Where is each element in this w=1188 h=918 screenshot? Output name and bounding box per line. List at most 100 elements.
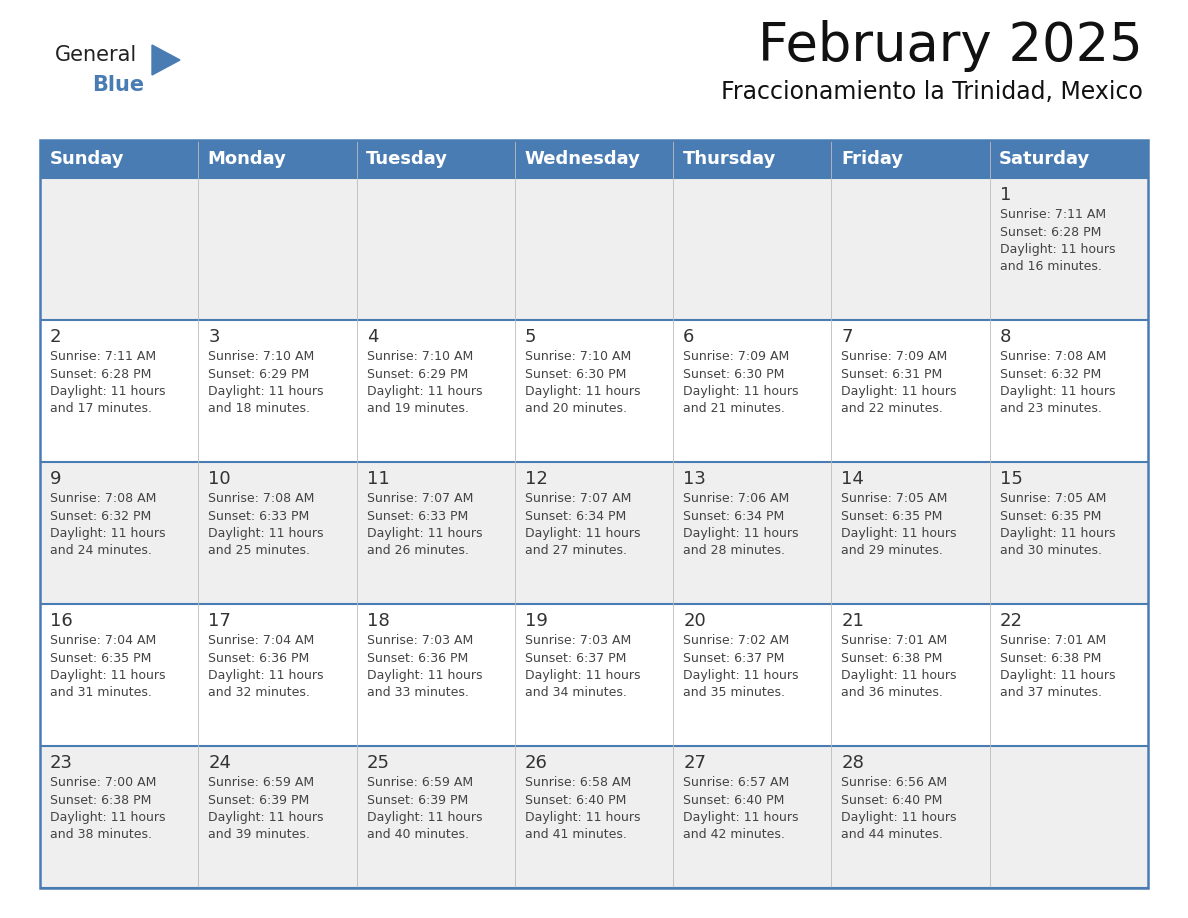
Text: Sunrise: 7:07 AM
Sunset: 6:33 PM
Daylight: 11 hours
and 26 minutes.: Sunrise: 7:07 AM Sunset: 6:33 PM Dayligh… xyxy=(367,492,482,557)
Text: 27: 27 xyxy=(683,754,706,772)
Text: 2: 2 xyxy=(50,328,62,346)
Text: 11: 11 xyxy=(367,470,390,488)
Text: February 2025: February 2025 xyxy=(758,20,1143,72)
Text: 13: 13 xyxy=(683,470,706,488)
Text: 25: 25 xyxy=(367,754,390,772)
Bar xyxy=(198,604,356,746)
Bar xyxy=(990,746,1148,888)
Text: Sunrise: 6:56 AM
Sunset: 6:40 PM
Daylight: 11 hours
and 44 minutes.: Sunrise: 6:56 AM Sunset: 6:40 PM Dayligh… xyxy=(841,776,956,842)
Bar xyxy=(356,178,514,320)
Bar xyxy=(674,746,832,888)
Text: 1: 1 xyxy=(1000,186,1011,204)
Bar xyxy=(198,320,356,462)
Bar xyxy=(674,140,832,178)
Text: 24: 24 xyxy=(208,754,232,772)
Text: Sunrise: 7:03 AM
Sunset: 6:37 PM
Daylight: 11 hours
and 34 minutes.: Sunrise: 7:03 AM Sunset: 6:37 PM Dayligh… xyxy=(525,634,640,700)
Text: 3: 3 xyxy=(208,328,220,346)
Bar xyxy=(990,604,1148,746)
Text: Sunrise: 7:09 AM
Sunset: 6:31 PM
Daylight: 11 hours
and 22 minutes.: Sunrise: 7:09 AM Sunset: 6:31 PM Dayligh… xyxy=(841,350,956,416)
Text: Sunrise: 7:10 AM
Sunset: 6:30 PM
Daylight: 11 hours
and 20 minutes.: Sunrise: 7:10 AM Sunset: 6:30 PM Dayligh… xyxy=(525,350,640,416)
Bar xyxy=(514,320,674,462)
Bar xyxy=(832,140,990,178)
Bar xyxy=(674,462,832,604)
Text: 21: 21 xyxy=(841,612,865,630)
Text: Sunrise: 7:11 AM
Sunset: 6:28 PM
Daylight: 11 hours
and 17 minutes.: Sunrise: 7:11 AM Sunset: 6:28 PM Dayligh… xyxy=(50,350,165,416)
Text: Monday: Monday xyxy=(208,150,286,168)
Text: 9: 9 xyxy=(50,470,62,488)
Bar xyxy=(356,462,514,604)
Bar xyxy=(40,140,1148,888)
Bar xyxy=(356,746,514,888)
Text: 19: 19 xyxy=(525,612,548,630)
Bar xyxy=(832,462,990,604)
Text: Sunday: Sunday xyxy=(50,150,124,168)
Bar xyxy=(198,746,356,888)
Bar xyxy=(990,462,1148,604)
Text: 22: 22 xyxy=(1000,612,1023,630)
Bar xyxy=(674,604,832,746)
Text: 15: 15 xyxy=(1000,470,1023,488)
Text: Sunrise: 6:58 AM
Sunset: 6:40 PM
Daylight: 11 hours
and 41 minutes.: Sunrise: 6:58 AM Sunset: 6:40 PM Dayligh… xyxy=(525,776,640,842)
Bar xyxy=(356,320,514,462)
Text: 26: 26 xyxy=(525,754,548,772)
Text: Sunrise: 6:59 AM
Sunset: 6:39 PM
Daylight: 11 hours
and 39 minutes.: Sunrise: 6:59 AM Sunset: 6:39 PM Dayligh… xyxy=(208,776,324,842)
Text: Sunrise: 7:07 AM
Sunset: 6:34 PM
Daylight: 11 hours
and 27 minutes.: Sunrise: 7:07 AM Sunset: 6:34 PM Dayligh… xyxy=(525,492,640,557)
Text: 28: 28 xyxy=(841,754,865,772)
Text: 14: 14 xyxy=(841,470,865,488)
Bar xyxy=(40,178,198,320)
Text: Sunrise: 7:04 AM
Sunset: 6:35 PM
Daylight: 11 hours
and 31 minutes.: Sunrise: 7:04 AM Sunset: 6:35 PM Dayligh… xyxy=(50,634,165,700)
Text: Sunrise: 7:00 AM
Sunset: 6:38 PM
Daylight: 11 hours
and 38 minutes.: Sunrise: 7:00 AM Sunset: 6:38 PM Dayligh… xyxy=(50,776,165,842)
Text: Sunrise: 7:06 AM
Sunset: 6:34 PM
Daylight: 11 hours
and 28 minutes.: Sunrise: 7:06 AM Sunset: 6:34 PM Dayligh… xyxy=(683,492,798,557)
Text: 10: 10 xyxy=(208,470,230,488)
Bar xyxy=(514,178,674,320)
Text: Sunrise: 6:59 AM
Sunset: 6:39 PM
Daylight: 11 hours
and 40 minutes.: Sunrise: 6:59 AM Sunset: 6:39 PM Dayligh… xyxy=(367,776,482,842)
Bar xyxy=(198,462,356,604)
Text: Tuesday: Tuesday xyxy=(366,150,448,168)
Text: Thursday: Thursday xyxy=(683,150,776,168)
Text: Fraccionamiento la Trinidad, Mexico: Fraccionamiento la Trinidad, Mexico xyxy=(721,80,1143,104)
Bar xyxy=(198,140,356,178)
Bar xyxy=(674,320,832,462)
Text: Sunrise: 7:08 AM
Sunset: 6:32 PM
Daylight: 11 hours
and 24 minutes.: Sunrise: 7:08 AM Sunset: 6:32 PM Dayligh… xyxy=(50,492,165,557)
Bar xyxy=(356,604,514,746)
Text: Sunrise: 7:11 AM
Sunset: 6:28 PM
Daylight: 11 hours
and 16 minutes.: Sunrise: 7:11 AM Sunset: 6:28 PM Dayligh… xyxy=(1000,208,1116,274)
Bar xyxy=(832,320,990,462)
Text: Sunrise: 7:04 AM
Sunset: 6:36 PM
Daylight: 11 hours
and 32 minutes.: Sunrise: 7:04 AM Sunset: 6:36 PM Dayligh… xyxy=(208,634,324,700)
Text: Sunrise: 7:08 AM
Sunset: 6:33 PM
Daylight: 11 hours
and 25 minutes.: Sunrise: 7:08 AM Sunset: 6:33 PM Dayligh… xyxy=(208,492,324,557)
Text: 7: 7 xyxy=(841,328,853,346)
Text: Sunrise: 6:57 AM
Sunset: 6:40 PM
Daylight: 11 hours
and 42 minutes.: Sunrise: 6:57 AM Sunset: 6:40 PM Dayligh… xyxy=(683,776,798,842)
Text: Sunrise: 7:02 AM
Sunset: 6:37 PM
Daylight: 11 hours
and 35 minutes.: Sunrise: 7:02 AM Sunset: 6:37 PM Dayligh… xyxy=(683,634,798,700)
Text: 18: 18 xyxy=(367,612,390,630)
Text: Sunrise: 7:03 AM
Sunset: 6:36 PM
Daylight: 11 hours
and 33 minutes.: Sunrise: 7:03 AM Sunset: 6:36 PM Dayligh… xyxy=(367,634,482,700)
Bar xyxy=(514,462,674,604)
Polygon shape xyxy=(152,45,181,75)
Bar xyxy=(832,604,990,746)
Text: Sunrise: 7:10 AM
Sunset: 6:29 PM
Daylight: 11 hours
and 18 minutes.: Sunrise: 7:10 AM Sunset: 6:29 PM Dayligh… xyxy=(208,350,324,416)
Bar xyxy=(40,320,198,462)
Bar xyxy=(990,140,1148,178)
Text: Sunrise: 7:08 AM
Sunset: 6:32 PM
Daylight: 11 hours
and 23 minutes.: Sunrise: 7:08 AM Sunset: 6:32 PM Dayligh… xyxy=(1000,350,1116,416)
Bar xyxy=(832,178,990,320)
Text: 6: 6 xyxy=(683,328,695,346)
Bar xyxy=(40,746,198,888)
Bar xyxy=(40,140,198,178)
Text: General: General xyxy=(55,45,138,65)
Bar xyxy=(40,462,198,604)
Text: 17: 17 xyxy=(208,612,232,630)
Text: Sunrise: 7:05 AM
Sunset: 6:35 PM
Daylight: 11 hours
and 29 minutes.: Sunrise: 7:05 AM Sunset: 6:35 PM Dayligh… xyxy=(841,492,956,557)
Bar xyxy=(514,140,674,178)
Bar xyxy=(990,320,1148,462)
Text: Friday: Friday xyxy=(841,150,903,168)
Text: Sunrise: 7:09 AM
Sunset: 6:30 PM
Daylight: 11 hours
and 21 minutes.: Sunrise: 7:09 AM Sunset: 6:30 PM Dayligh… xyxy=(683,350,798,416)
Text: Blue: Blue xyxy=(91,75,144,95)
Bar xyxy=(674,178,832,320)
Text: Sunrise: 7:10 AM
Sunset: 6:29 PM
Daylight: 11 hours
and 19 minutes.: Sunrise: 7:10 AM Sunset: 6:29 PM Dayligh… xyxy=(367,350,482,416)
Text: Sunrise: 7:01 AM
Sunset: 6:38 PM
Daylight: 11 hours
and 36 minutes.: Sunrise: 7:01 AM Sunset: 6:38 PM Dayligh… xyxy=(841,634,956,700)
Bar xyxy=(514,604,674,746)
Text: Wednesday: Wednesday xyxy=(524,150,640,168)
Text: Saturday: Saturday xyxy=(999,150,1091,168)
Text: 20: 20 xyxy=(683,612,706,630)
Text: 23: 23 xyxy=(50,754,72,772)
Text: 12: 12 xyxy=(525,470,548,488)
Text: Sunrise: 7:01 AM
Sunset: 6:38 PM
Daylight: 11 hours
and 37 minutes.: Sunrise: 7:01 AM Sunset: 6:38 PM Dayligh… xyxy=(1000,634,1116,700)
